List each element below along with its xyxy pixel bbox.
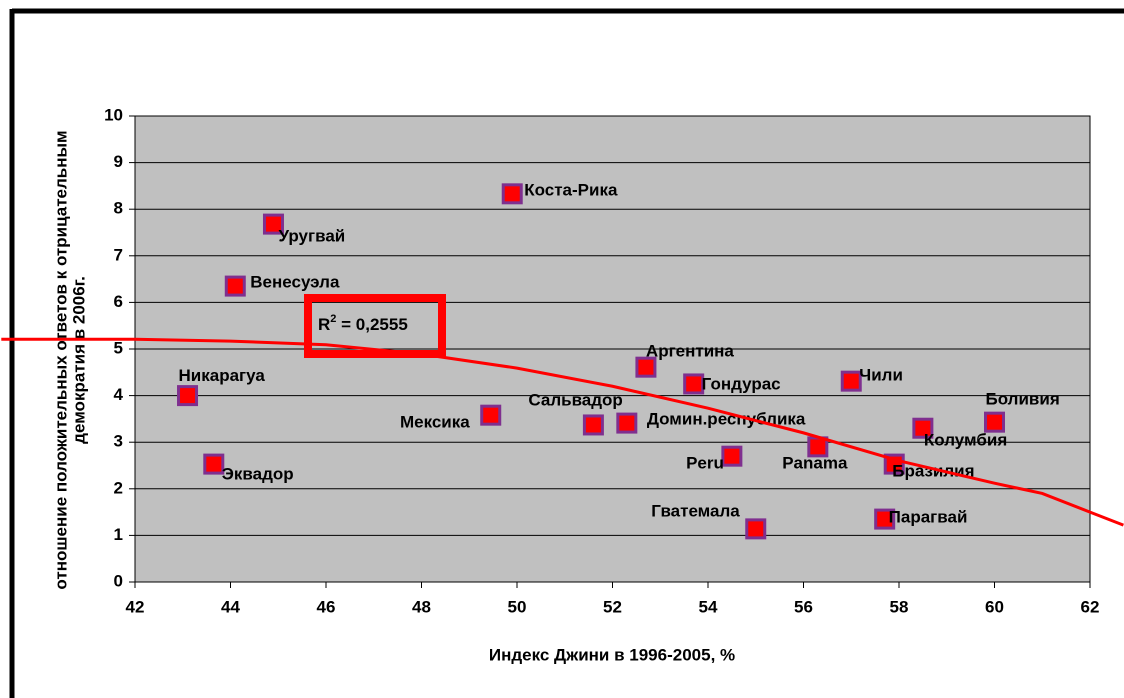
point-label: Коста-Рика <box>524 180 618 199</box>
point <box>582 414 604 436</box>
point <box>984 411 1005 433</box>
y-axis-label: отношение положительных ответов к отрица… <box>51 130 70 589</box>
y-tick-label: 1 <box>114 525 123 544</box>
annotation: R2 = 0,2555 <box>318 313 408 335</box>
annotation-box <box>304 294 446 358</box>
point-label: Боливия <box>986 390 1060 409</box>
point-label: Парагвай <box>889 508 968 527</box>
point-label: Уругвай <box>278 227 345 246</box>
point <box>224 275 246 297</box>
x-tick-label: 50 <box>508 597 527 616</box>
point <box>501 183 523 205</box>
point-label: Колумбия <box>924 431 1007 450</box>
x-tick-label: 56 <box>794 597 813 616</box>
marks <box>177 183 1005 540</box>
annotation-base: R <box>318 315 330 334</box>
y-tick-label: 7 <box>114 245 123 264</box>
x-axis-label: Индекс Джини в 1996-2005, % <box>489 645 735 664</box>
point <box>721 445 743 467</box>
point-label: Мексика <box>400 413 470 432</box>
point <box>262 213 284 235</box>
x-tick-label: 42 <box>126 597 145 616</box>
y-tick-label: 2 <box>114 478 123 497</box>
x-tick-label: 52 <box>603 597 622 616</box>
point-label: Гватемала <box>651 501 740 520</box>
point-label: Бразилия <box>892 462 974 481</box>
point-label: Peru <box>686 454 724 473</box>
annotation-rest: = 0,2555 <box>336 315 407 334</box>
x-tick-label: 46 <box>317 597 336 616</box>
point-label: Венесуэла <box>250 273 340 292</box>
point <box>480 404 502 426</box>
point-label: Никарагуа <box>179 366 266 385</box>
y-tick-label: 10 <box>104 105 123 124</box>
point <box>683 373 705 395</box>
y-tick-label: 8 <box>114 199 123 218</box>
x-tick-label: 54 <box>699 597 718 616</box>
point-label: Гондурас <box>702 374 781 393</box>
point <box>635 356 657 378</box>
point-label: Аргентина <box>646 342 735 361</box>
y-tick-label: 6 <box>114 292 123 311</box>
point <box>616 412 638 434</box>
point <box>874 508 896 530</box>
grid <box>129 115 1091 588</box>
x-tick-label: 62 <box>1081 597 1100 616</box>
point <box>745 518 767 540</box>
point-label: Чили <box>859 366 903 385</box>
y-tick-label: 5 <box>114 338 123 357</box>
y-tick-label: 9 <box>114 152 123 171</box>
x-tick-label: 60 <box>985 597 1004 616</box>
point <box>203 453 225 475</box>
y-axis-label: демократия в 2006г. <box>69 276 88 444</box>
point-label: Сальвадор <box>528 390 622 409</box>
point <box>840 370 862 392</box>
y-tick-label: 4 <box>114 385 124 404</box>
annotation-sup: 2 <box>330 313 336 325</box>
y-tick-label: 0 <box>114 571 123 590</box>
x-tick-label: 58 <box>890 597 909 616</box>
point-label: Panama <box>782 453 848 472</box>
point-label: Эквадор <box>222 465 294 484</box>
y-tick-label: 3 <box>114 432 123 451</box>
x-tick-label: 48 <box>412 597 431 616</box>
point <box>177 385 199 407</box>
point <box>912 417 934 439</box>
x-tick-label: 44 <box>221 597 240 616</box>
trendline <box>1 337 1124 527</box>
